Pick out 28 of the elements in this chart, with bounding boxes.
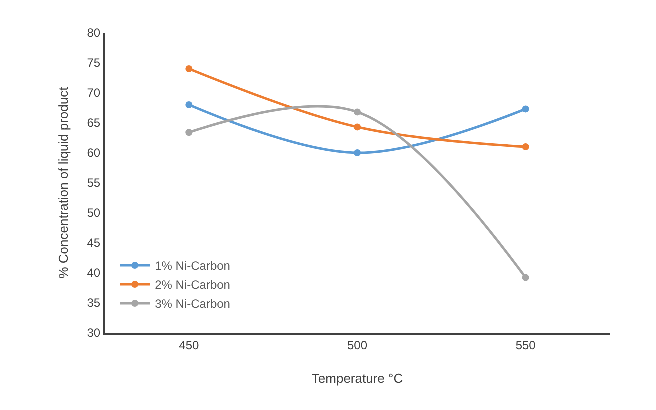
x-tick-label: 450 bbox=[179, 338, 200, 352]
point bbox=[186, 66, 193, 72]
point bbox=[354, 124, 361, 131]
point bbox=[186, 129, 193, 136]
y-tick-label: 80 bbox=[87, 26, 101, 40]
y-tick-label: 75 bbox=[87, 56, 101, 70]
legend-label: 2% Ni-Carbon bbox=[155, 278, 230, 292]
y-tick-label: 50 bbox=[87, 206, 101, 220]
legend-label: 3% Ni-Carbon bbox=[155, 297, 230, 312]
y-tick-label: 30 bbox=[87, 326, 101, 340]
point bbox=[186, 102, 193, 108]
y-tick-label: 45 bbox=[87, 236, 101, 250]
legend-label: 1% Ni-Carbon bbox=[155, 259, 230, 274]
x-tick-label: 550 bbox=[516, 338, 536, 352]
y-axis-title: % Concentration of liquid product bbox=[56, 86, 71, 279]
point bbox=[522, 106, 530, 113]
point bbox=[522, 274, 530, 282]
point bbox=[354, 108, 361, 116]
y-tick-label: 40 bbox=[87, 266, 101, 280]
y-tick-label: 55 bbox=[87, 176, 101, 190]
x-tick-label: 500 bbox=[347, 338, 368, 352]
point bbox=[354, 150, 361, 156]
y-tick-label: 60 bbox=[87, 146, 101, 160]
x-axis-title: Temperature °C bbox=[312, 371, 404, 386]
point bbox=[522, 144, 530, 150]
y-tick-label: 70 bbox=[87, 86, 101, 100]
y-tick-label: 35 bbox=[87, 296, 101, 310]
y-tick-label: 65 bbox=[87, 116, 101, 130]
